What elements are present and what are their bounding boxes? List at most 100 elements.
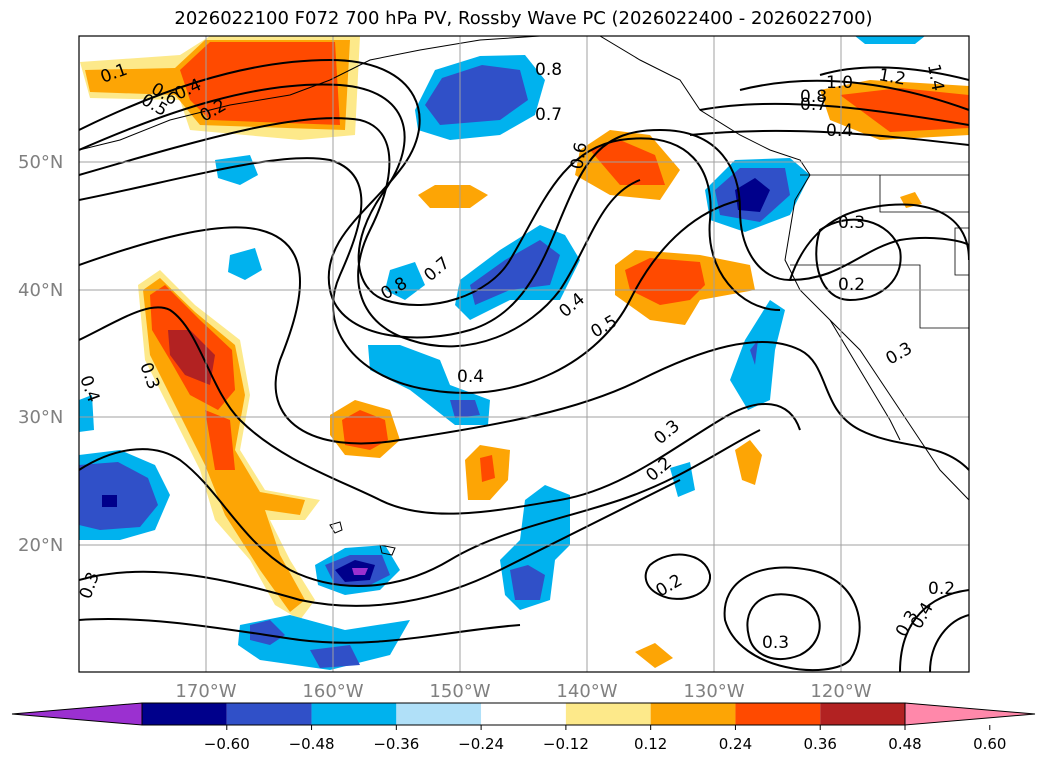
contour-label: 0.6 — [567, 141, 591, 171]
contour-label: 0.4 — [826, 121, 853, 141]
coastline-baja — [829, 319, 901, 441]
anomaly-negative — [510, 565, 545, 600]
colorbar-extend-high — [904, 702, 1036, 726]
lon-label: 150°W — [429, 681, 490, 702]
colorbar-segment — [735, 703, 821, 725]
pv-contour — [689, 129, 969, 146]
pv-contour — [79, 306, 801, 515]
colorbar: −0.60 −0.48 −0.36 −0.24 −0.12 0.12 0.24 0.36 0.4… — [11, 702, 1036, 753]
colorbar-outline — [141, 702, 906, 726]
anomaly-positive — [480, 455, 495, 482]
pv-contour — [819, 66, 969, 81]
lon-label: 130°W — [683, 681, 744, 702]
contour-label: 0.4 — [457, 367, 484, 387]
contour-label: 1.4 — [923, 62, 947, 92]
pv-contour — [929, 614, 969, 672]
contour-label: 1.0 — [826, 73, 853, 93]
colorbar-segment — [565, 703, 651, 725]
contour-label: 1.2 — [877, 65, 907, 89]
pv-contour — [789, 203, 969, 281]
political-boundaries — [790, 174, 969, 329]
colorbar-tick-label: 0.48 — [888, 735, 921, 753]
anomaly-negative — [228, 248, 262, 280]
coastline-alaska — [79, 36, 541, 151]
colorbar-tick-label: 0.12 — [634, 735, 667, 753]
anomaly-negative — [735, 178, 770, 212]
anomaly-negative — [250, 620, 285, 645]
colorbar-tick-label: 0.36 — [804, 735, 837, 753]
anomaly-negative — [79, 395, 94, 432]
anomaly-negative — [450, 400, 480, 418]
anomaly-negative — [310, 645, 360, 668]
gridlines — [79, 36, 969, 672]
contour-label: 0.8 — [535, 60, 562, 80]
coastline-north-america — [599, 36, 969, 501]
colorbar-tick-label: −0.12 — [543, 735, 589, 753]
anomaly-positive — [205, 410, 235, 470]
anomaly-negative — [470, 240, 560, 305]
anomaly-negative — [102, 495, 117, 507]
colorbar-segment — [650, 703, 736, 725]
colorbar-tick-label: −0.24 — [458, 735, 504, 753]
state-border — [790, 264, 969, 329]
anomaly-negative — [730, 300, 785, 410]
anomaly-positive — [180, 42, 340, 125]
contour-label: 0.2 — [928, 579, 955, 599]
colorbar-segment — [481, 703, 566, 725]
map-frame — [78, 35, 970, 673]
pv-contour — [746, 593, 821, 660]
lon-label: 160°W — [302, 681, 363, 702]
lat-label: 20°N — [18, 535, 63, 556]
lat-label: 40°N — [18, 280, 63, 301]
lon-label: 120°W — [810, 681, 871, 702]
colorbar-segment — [142, 703, 227, 725]
pv-contour — [815, 218, 902, 302]
pv-contour — [79, 226, 969, 471]
pv-contour — [79, 117, 641, 348]
anomaly-negative — [750, 340, 758, 365]
lon-labels: 170°W 160°W 150°W 140°W 130°W 120°W — [175, 681, 871, 702]
contour-label: 0.2 — [838, 275, 865, 295]
map-title: 2026022100 F072 700 hPa PV, Rossby Wave … — [174, 8, 873, 29]
lat-labels: 50°N 40°N 30°N 20°N — [18, 152, 63, 556]
pv-contour — [79, 157, 741, 394]
pv-contours — [79, 58, 969, 672]
coastlines — [79, 36, 969, 556]
state-border — [954, 227, 969, 276]
pv-contour — [723, 566, 861, 671]
colorbar-tick-label: 0.24 — [719, 735, 752, 753]
anomaly-positive — [342, 410, 388, 450]
anomaly-negative — [352, 568, 368, 575]
state-border — [879, 175, 969, 213]
anomaly-negative — [425, 65, 528, 125]
colorbar-segment — [820, 703, 905, 725]
colorbar-tick-label: −0.48 — [289, 735, 335, 753]
colorbar-tick-label: 0.60 — [973, 735, 1006, 753]
colorbar-segment — [226, 703, 312, 725]
map-panel: 0.1 0.6 0.5 0.4 0.2 0.8 0.7 0.6 1.0 1.2 … — [79, 36, 969, 672]
lat-label: 50°N — [18, 152, 63, 173]
anomaly-positive — [635, 643, 673, 668]
pv-contour — [79, 83, 781, 311]
contour-label: 0.3 — [838, 213, 865, 233]
anomaly-negative — [79, 462, 158, 530]
pv-contour — [79, 429, 761, 588]
colorbar-segment — [396, 703, 482, 725]
anomaly-positive — [168, 330, 215, 385]
colorbar-tick-label: −0.36 — [373, 735, 419, 753]
colorbar-extend-low — [11, 702, 143, 726]
anomaly-positive — [625, 258, 705, 305]
anomaly-negative — [855, 36, 925, 44]
contour-label: 0.7 — [800, 95, 827, 115]
lon-label: 140°W — [556, 681, 617, 702]
anomaly-positive — [418, 185, 488, 208]
contour-label: 0.8 — [800, 87, 827, 107]
lon-label: 170°W — [175, 681, 236, 702]
colorbar-segment — [311, 703, 397, 725]
pv-contour — [79, 618, 521, 644]
pv-contour — [739, 79, 969, 111]
pv-contour — [899, 589, 969, 672]
colorbar-tick-label: −0.60 — [204, 735, 250, 753]
pv-contour — [79, 479, 681, 607]
